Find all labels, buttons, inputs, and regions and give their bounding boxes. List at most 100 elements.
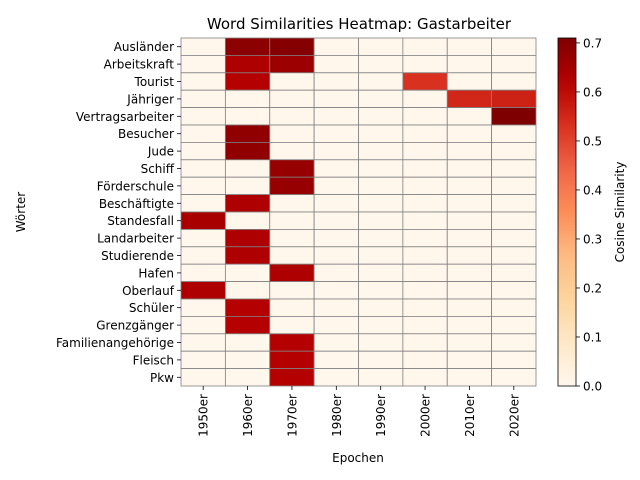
heatmap-cell [224, 194, 271, 213]
heatmap-cell [269, 368, 315, 387]
heatmap-cells [180, 37, 537, 387]
colorbar-tick-label: 0.0 [583, 380, 602, 394]
heatmap-cell [446, 350, 493, 370]
colorbar-tick-label: 0.4 [583, 183, 602, 197]
heatmap-cell [358, 141, 404, 161]
colorbar-tick-label: 0.3 [583, 232, 602, 246]
heatmap-cell [313, 263, 359, 283]
heatmap-cell [402, 211, 448, 230]
heatmap-cell [358, 350, 404, 370]
heatmap-cell [224, 89, 271, 108]
heatmap-cell [269, 263, 315, 283]
y-tick-label: Vertragsarbeiter [76, 110, 174, 124]
heatmap-cell [358, 263, 404, 283]
heatmap-cell [180, 159, 226, 178]
heatmap-cell [224, 141, 271, 161]
heatmap-cell [224, 159, 271, 178]
heatmap-cell [313, 298, 359, 317]
heatmap-cell [313, 333, 359, 352]
x-axis-label: Epochen [332, 451, 384, 465]
colorbar-tick-label: 0.2 [583, 281, 602, 295]
heatmap-cell [402, 124, 448, 143]
heatmap-cell [446, 176, 493, 195]
heatmap-cell [269, 246, 315, 265]
heatmap-cell [446, 298, 493, 317]
heatmap-cell [180, 107, 226, 126]
heatmap-cell [491, 72, 537, 91]
heatmap-cell [446, 333, 493, 352]
heatmap-cell [446, 368, 493, 387]
heatmap-cell [358, 228, 404, 248]
heatmap-cell [224, 281, 271, 300]
heatmap-cell [491, 176, 537, 195]
heatmap-cell [180, 72, 226, 91]
heatmap-cell [491, 281, 537, 300]
heatmap-cell [224, 37, 271, 56]
heatmap-cell [446, 315, 493, 335]
heatmap-cell [358, 159, 404, 178]
heatmap-cell [358, 194, 404, 213]
heatmap-cell [402, 55, 448, 74]
heatmap-cell [358, 176, 404, 195]
heatmap-cell [180, 124, 226, 143]
colorbar-label: Cosine Similarity [613, 162, 627, 263]
heatmap-cell [402, 315, 448, 335]
heatmap-cell [269, 159, 315, 178]
heatmap-cell [402, 89, 448, 108]
heatmap-cell [224, 263, 271, 283]
heatmap-cell [313, 55, 359, 74]
heatmap-cell [446, 72, 493, 91]
y-tick-label: Oberlauf [122, 284, 175, 298]
heatmap-cell [313, 37, 359, 56]
heatmap-cell [491, 298, 537, 317]
colorbar: 0.0 0.1 0.2 0.3 0.4 0.5 0.6 0.7 Cosine Similari… [557, 36, 627, 394]
heatmap-cell [358, 281, 404, 300]
y-tick-label: Arbeitskraft [104, 58, 175, 72]
y-tick-label: Förderschule [97, 179, 174, 193]
heatmap-cell [402, 298, 448, 317]
heatmap-cell [402, 228, 448, 248]
heatmap-cell [224, 333, 271, 352]
heatmap-cell [402, 72, 448, 91]
y-tick-label: Ausländer [114, 40, 174, 54]
heatmap-cell [269, 333, 315, 352]
heatmap-cell [269, 37, 315, 56]
heatmap-cell [224, 315, 271, 335]
heatmap-cell [269, 107, 315, 126]
heatmap-cell [269, 315, 315, 335]
colorbar-tick-label: 0.5 [583, 134, 602, 148]
y-tick-label: Jude [147, 145, 174, 159]
heatmap-cell [313, 350, 359, 370]
x-tick-label: 1980er [330, 394, 344, 437]
y-axis-label: Wörter [14, 192, 28, 233]
heatmap-cell [180, 263, 226, 283]
colorbar-ticks: 0.0 0.1 0.2 0.3 0.4 0.5 0.6 0.7 [576, 36, 602, 394]
heatmap-cell [313, 141, 359, 161]
heatmap-cell [402, 176, 448, 195]
y-tick-label: Schüler [129, 301, 174, 315]
y-tick-label: Schiff [141, 162, 175, 176]
heatmap-cell [358, 124, 404, 143]
heatmap-cell [491, 55, 537, 74]
colorbar-tick-label: 0.1 [583, 330, 602, 344]
y-tick-label: Besucher [118, 127, 174, 141]
heatmap-cell [446, 211, 493, 230]
y-tick-label: Pkw [150, 371, 174, 385]
heatmap-cell [269, 141, 315, 161]
heatmap-cell [446, 37, 493, 56]
heatmap-cell [224, 55, 271, 74]
heatmap-cell [313, 107, 359, 126]
heatmap-cell [269, 298, 315, 317]
heatmap-cell [358, 89, 404, 108]
y-tick-label: Familienangehörige [56, 336, 174, 350]
heatmap-cell [358, 298, 404, 317]
heatmap-cell [180, 211, 226, 230]
heatmap-cell [402, 368, 448, 387]
heatmap-cell [358, 55, 404, 74]
heatmap-cell [491, 194, 537, 213]
heatmap-cell [491, 228, 537, 248]
heatmap-cell [313, 281, 359, 300]
heatmap-cell [446, 263, 493, 283]
heatmap-cell [402, 107, 448, 126]
